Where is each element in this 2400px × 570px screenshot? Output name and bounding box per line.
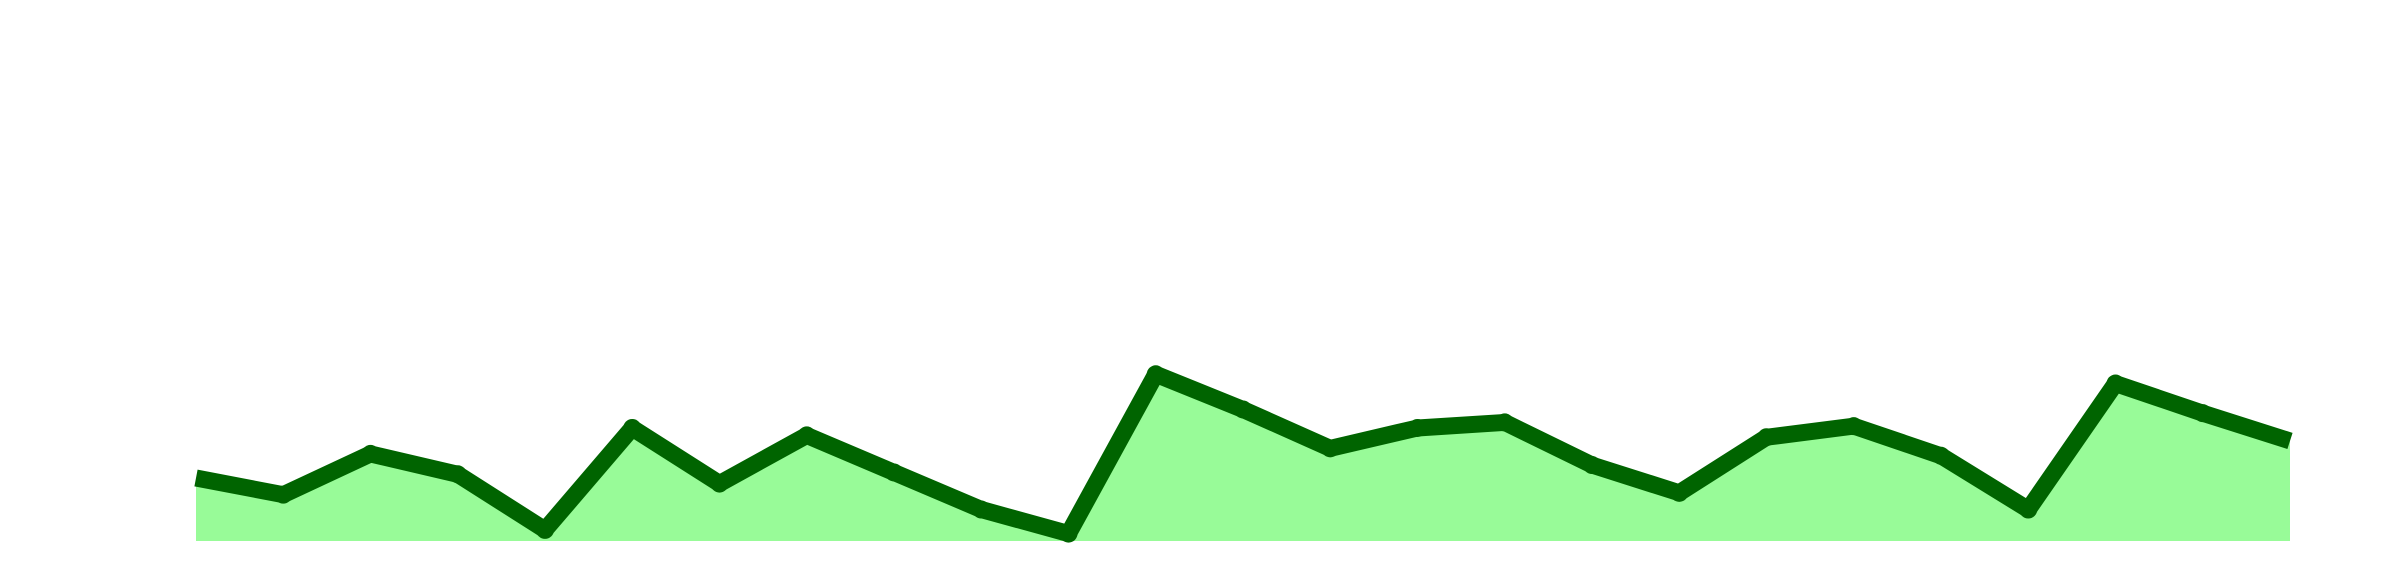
data-point <box>1757 428 1776 447</box>
data-point <box>885 463 903 482</box>
data-point <box>448 465 467 484</box>
series-area-fill <box>196 374 2290 541</box>
data-point <box>274 485 293 504</box>
data-point <box>2106 374 2125 393</box>
data-point <box>1321 439 1340 458</box>
data-point <box>1408 418 1427 437</box>
point-layer <box>274 365 2212 543</box>
data-point <box>1583 456 1601 475</box>
data-point <box>623 418 642 437</box>
data-point <box>710 474 729 493</box>
data-point <box>1234 400 1252 419</box>
area-layer <box>196 374 2290 541</box>
data-point <box>972 500 991 519</box>
data-point <box>1844 417 1863 436</box>
data-point <box>1146 365 1165 384</box>
data-point <box>536 520 554 539</box>
data-point <box>2193 404 2212 423</box>
data-point <box>1059 524 1078 543</box>
data-point <box>797 426 816 445</box>
data-point <box>361 444 380 463</box>
data-point <box>2019 500 2038 519</box>
data-point <box>1670 483 1689 502</box>
data-point <box>1495 413 1514 432</box>
data-point <box>1932 446 1950 465</box>
